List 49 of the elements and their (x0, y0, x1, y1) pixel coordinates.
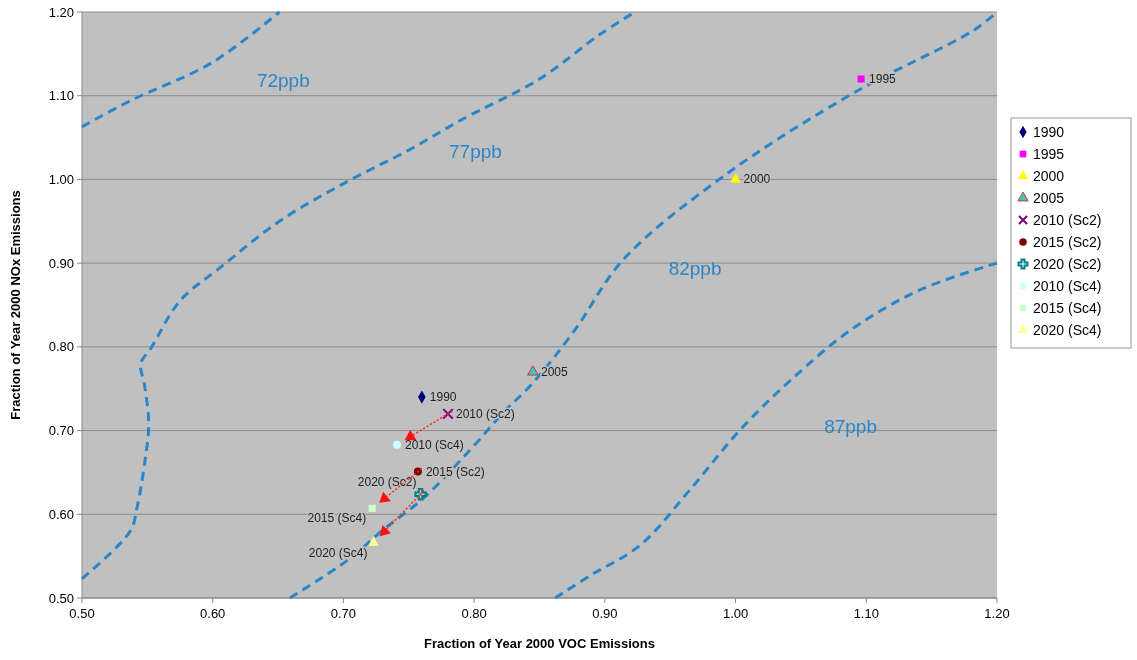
point (442, 408, 454, 420)
legend-label: 2010 (Sc4) (1033, 278, 1102, 294)
series-label: 77ppb (449, 140, 502, 162)
text: 2015 (Sc2) (425, 464, 485, 479)
legend-label: 2010 (Sc2) (1033, 212, 1102, 228)
point (393, 440, 402, 449)
x-tick-label: 1.10 (853, 606, 879, 621)
x-axis-title: Fraction of Year 2000 VOC Emissions (424, 636, 655, 651)
y-tick-label: 0.90 (48, 255, 74, 271)
text: 2010 (Sc2) (456, 406, 515, 421)
text: 1990 (429, 390, 457, 405)
text: 2010 (Sc4) (405, 437, 464, 452)
x-tick-label: 0.60 (200, 606, 226, 621)
y-tick-label: 0.70 (48, 423, 74, 439)
point (527, 365, 539, 376)
point (730, 173, 741, 183)
x-tick-label: 0.90 (592, 606, 618, 621)
x-tick-label: 0.80 (461, 606, 487, 621)
x-tick-label: 0.70 (330, 606, 357, 621)
point (368, 504, 376, 512)
point (857, 75, 865, 83)
point (414, 488, 427, 501)
text: 2015 (Sc4) (307, 511, 367, 526)
series-label: 72ppb (256, 70, 310, 92)
legend-label: 2000 (1033, 168, 1065, 184)
point (368, 536, 379, 546)
y-axis-title: Fraction of Year 2000 NOx Emissions (8, 190, 23, 420)
y-tick-label: 0.60 (48, 506, 74, 522)
text: 2020 (Sc2) (357, 475, 417, 490)
legend-label: 2015 (Sc2) (1033, 234, 1102, 250)
text: 2005 (540, 364, 568, 379)
y-tick-label: 1.10 (48, 88, 74, 104)
legend-label: 2020 (Sc4) (1033, 322, 1102, 338)
legend-label: 1990 (1033, 124, 1065, 140)
legend-label: 1995 (1033, 146, 1065, 162)
legend-label: 2005 (1033, 190, 1065, 206)
legend-label: 2015 (Sc4) (1033, 300, 1102, 316)
y-tick-label: 0.50 (48, 590, 74, 606)
x-tick-label: 1.20 (984, 606, 1010, 621)
text: 2000 (743, 172, 771, 187)
text: 1995 (869, 71, 896, 86)
x-tick-label: 1.00 (722, 606, 749, 621)
series-label: 82ppb (668, 257, 722, 279)
y-tick-label: 1.20 (48, 4, 74, 20)
legend-label: 2020 (Sc2) (1033, 256, 1102, 272)
x-tick-label: 0.50 (69, 606, 95, 621)
y-tick-label: 1.00 (48, 171, 74, 187)
y-tick-label: 0.80 (48, 339, 74, 355)
text: 87ppb (824, 416, 878, 438)
